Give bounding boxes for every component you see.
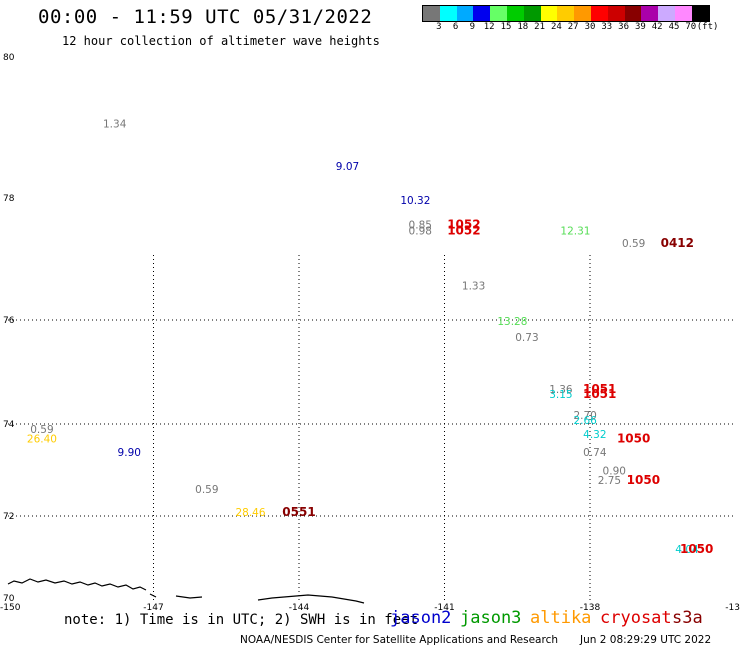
wave-height-value: 1.33 xyxy=(462,281,485,293)
wave-height-value: 28.46 xyxy=(235,507,265,519)
wave-height-colorbar xyxy=(422,5,710,22)
colorbar-swatch xyxy=(439,6,457,21)
colorbar-label: 21 xyxy=(534,22,546,32)
latitude-label: 74 xyxy=(3,420,15,430)
colorbar-label: 36 xyxy=(618,22,630,32)
colorbar-swatch xyxy=(557,6,575,21)
colorbar-swatch xyxy=(658,6,675,21)
colorbar-label: 45 xyxy=(668,22,680,32)
latitude-label: 72 xyxy=(3,512,14,522)
pass-time-label: 1052 xyxy=(447,218,480,232)
latitude-label: 70 xyxy=(3,594,15,604)
map-subtitle: 12 hour collection of altimeter wave hei… xyxy=(62,34,380,48)
wave-height-value: 0.59 xyxy=(622,238,645,250)
colorbar-swatch xyxy=(624,6,642,21)
satellite-legend-item: jason3 xyxy=(460,608,522,628)
colorbar-label: 30 xyxy=(584,22,596,32)
pass-time-label: 1051 xyxy=(583,382,616,396)
pass-time-label: 1051 xyxy=(583,387,616,401)
colorbar-labels: 3 6 9 12 15 18 21 24 27 30 33 36 39 42 45 70 (ft) xyxy=(422,22,740,34)
wave-height-labels: 1.34 9.07 10.32 0.850.98 12.31 0.59 1.33 13.28 0… xyxy=(27,119,699,556)
colorbar-swatch xyxy=(590,6,608,21)
wave-height-value: 13.28 xyxy=(497,316,527,328)
pass-time-label: 1050 xyxy=(627,473,660,487)
colorbar-swatch xyxy=(540,6,558,21)
colorbar-swatch xyxy=(456,6,474,21)
wave-height-value: 26.40 xyxy=(27,433,57,445)
coastline xyxy=(7,578,365,604)
latitude-label: 78 xyxy=(3,194,15,204)
colorbar-label: (ft) xyxy=(696,22,719,32)
colorbar-swatch xyxy=(473,6,491,21)
colorbar-swatch xyxy=(607,6,625,21)
wave-height-value: 2.66 xyxy=(573,415,597,427)
satellite-legend-item: jason2 xyxy=(390,608,452,628)
pass-time-label: 0412 xyxy=(661,236,694,250)
pass-time-label: 1050 xyxy=(617,431,650,445)
colorbar-label: 70 xyxy=(685,22,697,32)
colorbar-label: 33 xyxy=(601,22,613,32)
colorbar-label: 24 xyxy=(550,22,562,32)
wave-height-value: 9.90 xyxy=(118,447,141,459)
colorbar-label: 27 xyxy=(567,22,579,32)
colorbar-label: 9 xyxy=(469,22,476,32)
alaska-coastline xyxy=(7,578,365,604)
footer-note: note: 1) Time is in UTC; 2) SWH is in fe… xyxy=(64,612,419,628)
wave-height-value: 0.59 xyxy=(30,424,53,436)
wave-height-value: 10.32 xyxy=(400,195,430,207)
pass-time-label: 0551 xyxy=(282,505,315,519)
wave-height-value: 0.74 xyxy=(583,447,607,459)
colorbar-swatch xyxy=(523,6,541,21)
axis-labels: 80 78 76 74 72 70-150 -147 -144 -141 -138 -13 xyxy=(0,53,740,613)
wave-height-value: 0.85 xyxy=(409,220,432,232)
colorbar-swatch xyxy=(423,6,440,21)
longitude-label: -141 xyxy=(434,603,454,613)
wave-height-value: 9.07 xyxy=(336,161,359,173)
colorbar-swatch xyxy=(506,6,524,21)
wave-height-value: 12.31 xyxy=(560,226,590,238)
colorbar-label: 42 xyxy=(651,22,663,32)
satellite-legend-item: s3a xyxy=(672,608,703,628)
wave-height-value: 4.04 xyxy=(675,544,699,556)
wave-height-value: 0.90 xyxy=(603,466,626,478)
colorbar-swatch xyxy=(574,6,591,21)
colorbar-swatch xyxy=(691,6,709,21)
colorbar-label: 6 xyxy=(452,22,459,32)
wave-height-value: 0.59 xyxy=(195,484,218,496)
map-title: 00:00 - 11:59 UTC 05/31/2022 xyxy=(38,6,373,28)
longitude-label: -150 xyxy=(0,603,21,613)
colorbar-label: 12 xyxy=(483,22,495,32)
colorbar-label: 15 xyxy=(500,22,512,32)
colorbar-swatch xyxy=(641,6,659,21)
generation-timestamp: Jun 2 08:29:29 UTC 2022 xyxy=(580,634,712,646)
wave-height-value: 1.34 xyxy=(103,119,127,131)
colorbar-swatch xyxy=(674,6,692,21)
wave-height-value: 3.15 xyxy=(549,389,572,401)
colorbar-label: 18 xyxy=(517,22,529,32)
graticule xyxy=(8,255,735,600)
satellite-legend-item: altika xyxy=(530,608,592,628)
wave-height-value: 2.75 xyxy=(598,475,621,487)
wave-height-value: 0.73 xyxy=(515,332,538,344)
latitude-label: 80 xyxy=(3,53,15,63)
longitude-label: -138 xyxy=(580,603,601,613)
credit-text: NOAA/NESDIS Center for Satellite Applica… xyxy=(240,634,558,646)
longitude-label: -144 xyxy=(289,603,310,613)
wave-height-value: 1.36 xyxy=(549,384,573,396)
wave-height-value: 2.70 xyxy=(573,410,596,422)
pass-time-label: 1050 xyxy=(680,542,713,556)
wave-height-value: 0.98 xyxy=(409,226,432,238)
pass-time-label: 1052 xyxy=(447,224,480,238)
colorbar-swatch xyxy=(490,6,507,21)
longitude-label: -13 xyxy=(725,603,740,613)
colorbar-label: 39 xyxy=(634,22,646,32)
wave-height-value: 4.32 xyxy=(583,429,606,441)
latitude-label: 76 xyxy=(3,316,15,326)
colorbar-label: 3 xyxy=(436,22,442,32)
satellite-legend-item: cryosat xyxy=(600,608,672,628)
longitude-label: -147 xyxy=(143,603,163,613)
